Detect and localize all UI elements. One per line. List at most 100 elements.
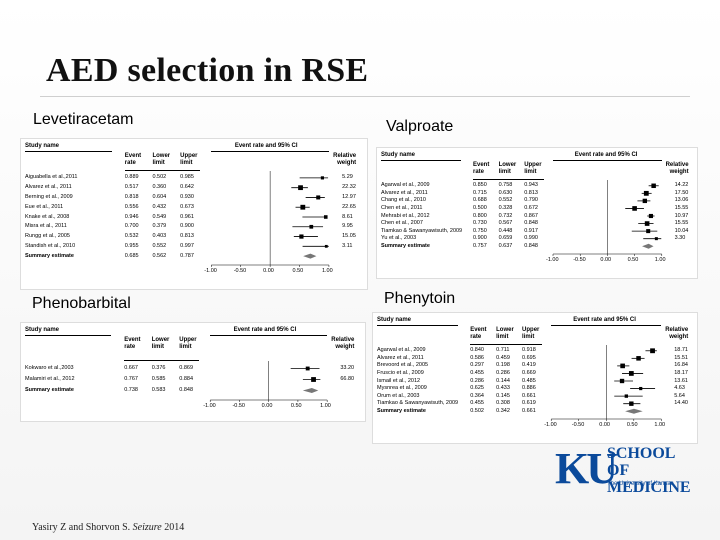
event-rate-value: 0.700 bbox=[124, 223, 139, 230]
relative-weight-value: 18.71 bbox=[674, 347, 688, 354]
header-study-name: Study name bbox=[25, 327, 60, 333]
lower-limit-value: 0.585 bbox=[151, 376, 166, 382]
lower-limit-value: 0.433 bbox=[496, 385, 510, 392]
upper-limit-value: 0.918 bbox=[522, 347, 536, 354]
event-rate-value: 0.889 bbox=[124, 174, 139, 181]
x-tick-label: 0.00 bbox=[600, 257, 612, 263]
lower-limit-value: 0.360 bbox=[152, 184, 167, 191]
point-estimate-marker bbox=[316, 195, 321, 200]
study-name: Brevoord et al., 2005 bbox=[377, 362, 429, 369]
ku-logo-mark: KU bbox=[555, 444, 618, 493]
lower-limit-value: 0.403 bbox=[152, 233, 167, 240]
point-estimate-marker bbox=[643, 190, 649, 196]
phenobarbital-label: Phenobarbital bbox=[32, 295, 131, 312]
header-study-name: Study name bbox=[25, 143, 60, 149]
header-underline bbox=[377, 325, 458, 326]
study-name: Alvarez et al., 2011 bbox=[381, 189, 428, 196]
event-rate-value: 0.840 bbox=[470, 347, 484, 354]
relative-weight-value: 5.29 bbox=[342, 174, 353, 181]
x-tick-label: 0.50 bbox=[292, 268, 304, 274]
point-estimate-marker bbox=[324, 244, 328, 248]
header-ci: Event rate and 95% CI bbox=[574, 152, 638, 158]
header-upper-limit: Upper limit bbox=[179, 337, 197, 350]
citation-journal: Seizure bbox=[132, 522, 162, 533]
event-rate-value: 0.517 bbox=[124, 184, 139, 191]
valproate-label: Valproate bbox=[386, 118, 454, 135]
forest-plot-valproate: Study name Event rate and 95% CI Event rat… bbox=[376, 147, 698, 279]
summary-upper-limit: 0.661 bbox=[522, 407, 536, 414]
header-study-name: Study name bbox=[377, 317, 412, 323]
study-name: Fruscio et al., 2009 bbox=[377, 369, 424, 376]
upper-limit-value: 0.790 bbox=[524, 197, 538, 204]
upper-limit-value: 0.867 bbox=[524, 212, 538, 219]
event-rate-value: 0.800 bbox=[473, 212, 487, 219]
event-rate-value: 0.500 bbox=[473, 204, 487, 211]
study-name: Agarwal et al., 2009 bbox=[377, 347, 426, 354]
study-name: Mysnrea et al., 2009 bbox=[377, 385, 427, 392]
point-estimate-marker bbox=[642, 198, 648, 204]
lower-limit-value: 0.328 bbox=[498, 204, 513, 211]
upper-limit-value: 0.869 bbox=[179, 365, 193, 371]
point-estimate-marker bbox=[311, 377, 316, 382]
point-estimate-marker bbox=[305, 366, 310, 371]
upper-limit-value: 0.930 bbox=[180, 193, 194, 200]
header-relative-weight: Relative weight bbox=[665, 162, 689, 175]
header-ci: Event rate and 95% CI bbox=[233, 327, 297, 333]
point-estimate-marker bbox=[636, 356, 641, 361]
relative-weight-value: 10.04 bbox=[674, 227, 689, 234]
lower-limit-value: 0.659 bbox=[498, 235, 513, 242]
event-rate-value: 0.532 bbox=[124, 233, 139, 240]
header-relative-weight: Relative weight bbox=[665, 327, 689, 340]
event-rate-value: 0.900 bbox=[473, 235, 487, 242]
event-rate-value: 0.625 bbox=[470, 385, 484, 392]
upper-limit-value: 0.419 bbox=[522, 362, 536, 369]
lower-limit-value: 0.448 bbox=[498, 227, 513, 234]
summary-label: Summary estimate bbox=[377, 407, 426, 414]
study-name: Ismail et al., 2012 bbox=[377, 377, 421, 384]
x-tick-label: 0.50 bbox=[290, 403, 302, 409]
event-rate-value: 0.364 bbox=[470, 392, 484, 399]
relative-weight-value: 10.97 bbox=[674, 212, 689, 219]
x-tick-label: 0.00 bbox=[263, 268, 274, 274]
header-underline bbox=[210, 335, 328, 336]
header-lower-limit: Lower limit bbox=[498, 162, 517, 175]
header-lower-limit: Lower limit bbox=[496, 327, 514, 340]
study-name: Aiguabella et al.,2011 bbox=[25, 174, 78, 181]
relative-weight-value: 15.55 bbox=[674, 204, 689, 211]
point-estimate-marker bbox=[628, 371, 634, 376]
lower-limit-value: 0.459 bbox=[496, 354, 510, 361]
lower-limit-value: 0.604 bbox=[152, 193, 167, 200]
lower-limit-value: 0.144 bbox=[496, 377, 510, 384]
point-estimate-marker bbox=[646, 229, 651, 234]
citation-year: 2014 bbox=[161, 522, 185, 533]
phenytoin-label: Phenytoin bbox=[384, 290, 456, 307]
relative-weight-value: 66.80 bbox=[340, 376, 355, 382]
x-tick-label: 1.00 bbox=[321, 268, 333, 274]
summary-label: Summary estimate bbox=[25, 252, 74, 259]
upper-limit-value: 0.900 bbox=[180, 223, 194, 230]
upper-limit-value: 0.985 bbox=[180, 174, 194, 181]
upper-limit-value: 0.619 bbox=[522, 400, 536, 407]
study-name: Kokwaro et al.,2003 bbox=[25, 365, 74, 371]
x-tick-label: 0.00 bbox=[261, 403, 273, 409]
citation: Yasiry Z and Shorvon S. Seizure 2014 bbox=[32, 522, 184, 533]
upper-limit-value: 0.813 bbox=[180, 233, 194, 240]
point-estimate-marker bbox=[648, 213, 653, 219]
x-tick-label: 1.00 bbox=[320, 403, 331, 409]
summary-diamond bbox=[642, 243, 654, 249]
upper-limit-value: 0.943 bbox=[524, 182, 538, 189]
forest-plot-phenobarbital: Study name Event rate and 95% CI Event rat… bbox=[20, 322, 366, 422]
ku-school-of-medicine-logo: KU SCHOOL OF MEDICINE The University of … bbox=[555, 443, 695, 499]
upper-limit-value: 0.990 bbox=[524, 235, 538, 242]
header-study-name: Study name bbox=[381, 152, 416, 158]
header-relative-weight: Relative weight bbox=[333, 153, 357, 166]
lower-limit-value: 0.552 bbox=[152, 242, 167, 249]
point-estimate-marker bbox=[298, 185, 303, 191]
upper-limit-value: 0.884 bbox=[179, 376, 193, 382]
lower-limit-value: 0.145 bbox=[496, 392, 510, 399]
summary-upper-limit: 0.787 bbox=[180, 252, 194, 259]
summary-lower-limit: 0.562 bbox=[152, 252, 167, 259]
study-name: Orum et al., 2003 bbox=[377, 392, 420, 399]
point-estimate-marker bbox=[320, 176, 324, 180]
event-rate-value: 0.586 bbox=[470, 354, 484, 361]
